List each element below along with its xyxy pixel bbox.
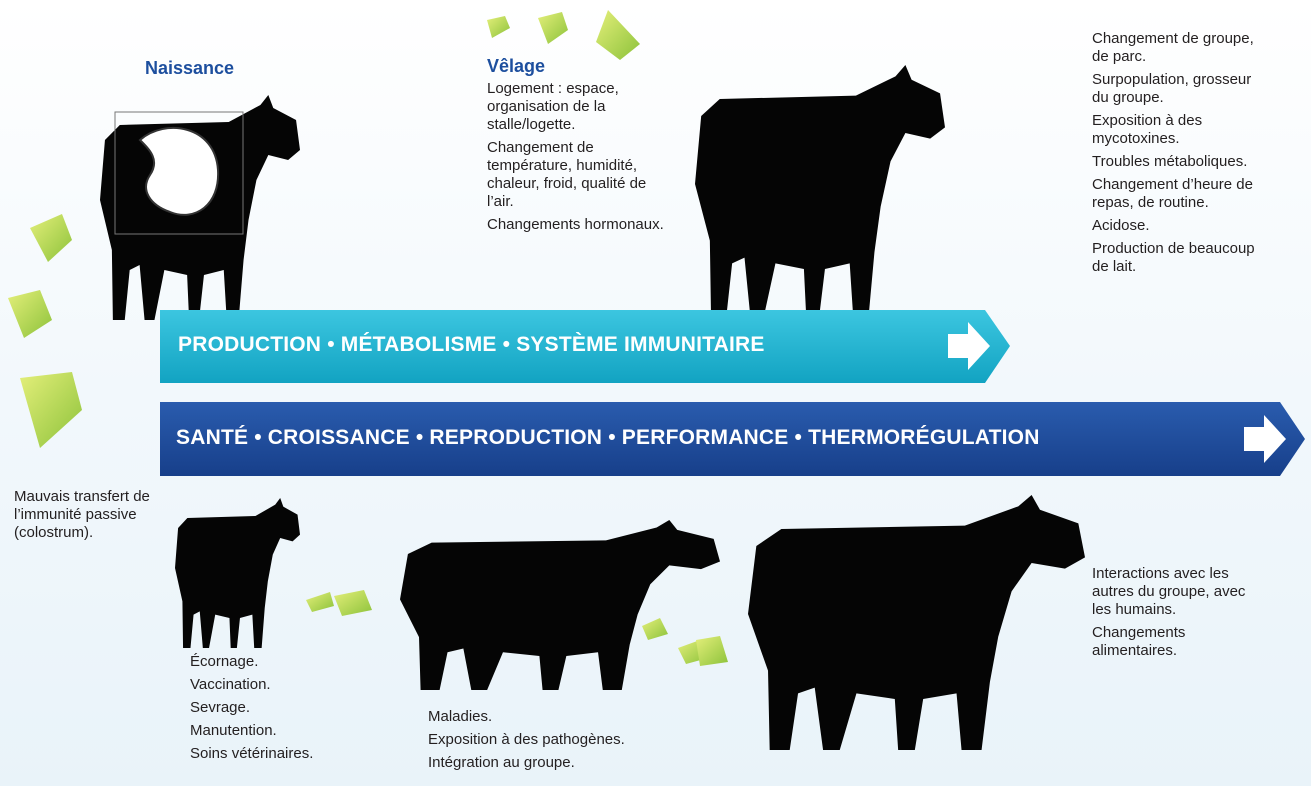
- note: Changements alimentaires.: [1092, 624, 1257, 660]
- cow-silhouette: [695, 65, 945, 320]
- cow-silhouette: [748, 495, 1085, 750]
- note: Logement : espace, organisation de la st…: [487, 80, 667, 134]
- stage-label: Vêlage: [487, 56, 545, 77]
- banner-text: PRODUCTION • MÉTABOLISME • SYSTÈME IMMUN…: [178, 333, 765, 357]
- notes: Interactions avec les autres du groupe, …: [1092, 565, 1257, 665]
- banner-text: SANTÉ • CROISSANCE • REPRODUCTION • PERF…: [176, 426, 1040, 450]
- note: Changement de température, humidité, cha…: [487, 139, 667, 211]
- note: Changement de groupe, de parc.: [1092, 30, 1257, 66]
- notes: Maladies. Exposition à des pathogènes. Int…: [428, 708, 688, 777]
- notes: Changement de groupe, de parc. Surpopulat…: [1092, 30, 1257, 281]
- note: Acidose.: [1092, 217, 1257, 235]
- note: Interactions avec les autres du groupe, …: [1092, 565, 1257, 619]
- note: Exposition à des mycotoxines.: [1092, 112, 1257, 148]
- note: Vaccination.: [190, 676, 350, 694]
- heifer-silhouette: [400, 520, 720, 690]
- note: Changement d’heure de repas, de routine.: [1092, 176, 1257, 212]
- note: Écornage.: [190, 653, 350, 671]
- note: Manutention.: [190, 722, 350, 740]
- note: Mauvais transfert de l’immunité passive …: [14, 488, 152, 542]
- note: Soins vétérinaires.: [190, 745, 350, 763]
- page: Naissance Vêlage PRODUCTION • MÉTABOLISM…: [0, 0, 1311, 786]
- notes: Logement : espace, organisation de la st…: [487, 80, 667, 239]
- notes: Mauvais transfert de l’immunité passive …: [14, 488, 152, 547]
- note: Intégration au groupe.: [428, 754, 688, 772]
- note: Changements hormonaux.: [487, 216, 667, 234]
- note: Surpopulation, grosseur du groupe.: [1092, 71, 1257, 107]
- note: Maladies.: [428, 708, 688, 726]
- note: Production de beaucoup de lait.: [1092, 240, 1257, 276]
- calf-silhouette: [175, 498, 300, 648]
- stage-label: Naissance: [145, 58, 234, 79]
- fetal-calf: [140, 128, 218, 215]
- note: Exposition à des pathogènes.: [428, 731, 688, 749]
- note: Sevrage.: [190, 699, 350, 717]
- notes: Écornage. Vaccination. Sevrage. Manutention…: [190, 653, 350, 768]
- note: Troubles métaboliques.: [1092, 153, 1257, 171]
